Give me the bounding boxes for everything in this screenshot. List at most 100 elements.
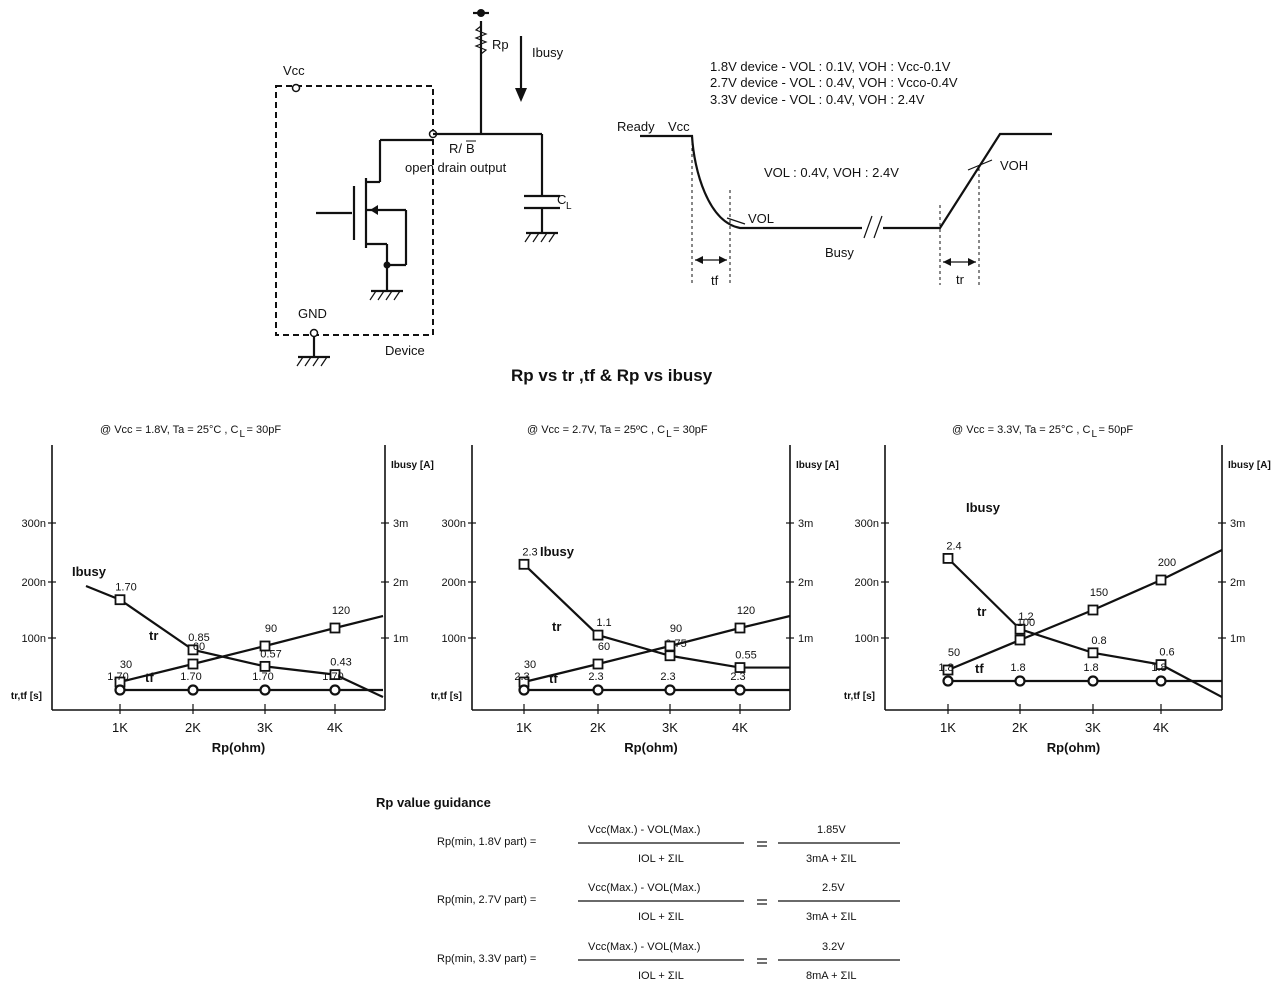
guidance-row-1-8v: Rp(min, 1.8V part) = Vcc(Max.) - VOL(Max… <box>437 824 900 865</box>
data-label: 1.70 <box>107 671 128 683</box>
x-tick-label: 4K <box>1153 720 1169 735</box>
data-label: 2.3 <box>514 671 529 683</box>
right-axis-label: Ibusy [A] <box>796 460 839 471</box>
data-label: 30 <box>524 659 536 671</box>
chart-title-text: @ Vcc = 3.3V, Ta = 25°C , C <box>952 424 1091 436</box>
data-label: 1.70 <box>180 671 201 683</box>
left-axis-label: tr,tf [s] <box>11 691 42 702</box>
data-label: 2.3 <box>588 671 603 683</box>
guidance-label: Rp(min, 3.3V part) = <box>437 953 536 965</box>
guidance-row-3-3v: Rp(min, 3.3V part) = Vcc(Max.) - VOL(Max… <box>437 941 900 982</box>
data-point <box>187 658 199 670</box>
series-name-label: Ibusy <box>540 544 575 559</box>
x-tick-label: 1K <box>516 720 532 735</box>
waveform-vcc-label: Vcc <box>668 119 690 134</box>
x-tick-label: 3K <box>257 720 273 735</box>
series-ibusy: 2.4 1.2 0.8 0.6 Ibusy <box>942 500 1223 699</box>
right-tick-label: 3m <box>798 518 813 530</box>
data-point <box>114 684 126 696</box>
data-point <box>592 658 604 670</box>
left-tick-label: 100n <box>442 633 466 645</box>
data-point <box>734 662 746 673</box>
level-line-1: 1.8V device - VOL : 0.1V, VOH : Vcc-0.1V <box>710 59 951 74</box>
data-point <box>734 684 746 696</box>
level-line-2: 2.7V device - VOL : 0.4V, VOH : Vcco-0.4… <box>710 75 958 90</box>
x-axis-label: Rp(ohm) <box>624 740 677 755</box>
right-tick-label: 2m <box>393 577 408 589</box>
x-axis-label: Rp(ohm) <box>212 740 265 755</box>
data-point <box>187 684 199 696</box>
gnd-label: GND <box>298 306 327 321</box>
data-label: 0.8 <box>1091 635 1106 647</box>
rb-label-bar: B <box>466 141 475 156</box>
data-label: 150 <box>1090 587 1108 599</box>
guidance-row-2-7v: Rp(min, 2.7V part) = Vcc(Max.) - VOL(Max… <box>437 882 900 923</box>
x-tick-label: 2K <box>590 720 606 735</box>
series-name-label: Ibusy <box>72 564 107 579</box>
series-line <box>947 557 1223 699</box>
x-axis-label: Rp(ohm) <box>1047 740 1100 755</box>
left-axis-label: tr,tf [s] <box>431 691 462 702</box>
rb-timing-waveform: 1.8V device - VOL : 0.1V, VOH : Vcc-0.1V… <box>617 59 1052 288</box>
data-label: 2.3 <box>522 546 537 558</box>
waveform-trace <box>640 132 1052 230</box>
data-point <box>1014 623 1026 635</box>
left-tick-label: 300n <box>22 518 46 530</box>
data-label: 1.2 <box>1018 611 1033 623</box>
x-tick-label: 4K <box>732 720 748 735</box>
load-capacitor <box>524 194 560 243</box>
x-tick-label: 4K <box>327 720 343 735</box>
chart-title-subscript: L <box>666 429 672 440</box>
data-label: 0.6 <box>1159 647 1174 659</box>
cl-subscript: L <box>566 201 572 212</box>
guidance-label: Rp(min, 1.8V part) = <box>437 836 536 848</box>
chart-title-tail: = 30pF <box>246 424 281 436</box>
data-point <box>259 684 271 696</box>
series-line <box>85 584 384 699</box>
data-label: 1.70 <box>252 671 273 683</box>
guidance-title: Rp value guidance <box>376 795 491 810</box>
data-label: 0.43 <box>330 657 351 669</box>
right-tick-label: 1m <box>1230 633 1245 645</box>
tr-label: tr <box>956 272 965 287</box>
data-point <box>1155 675 1167 687</box>
left-tick-label: 200n <box>22 577 46 589</box>
data-label: 1.70 <box>322 671 343 683</box>
data-label: 1.1 <box>596 617 611 629</box>
data-point <box>259 640 271 652</box>
left-tick-label: 200n <box>442 577 466 589</box>
data-label: 50 <box>948 647 960 659</box>
left-tick-label: 300n <box>855 518 879 530</box>
guidance-value-denominator: 8mA + ΣIL <box>806 970 857 982</box>
series-tf: 1.70 1.70 1.70 1.70 tf <box>107 670 383 696</box>
series-line <box>947 549 1223 672</box>
pull-up-resistor <box>474 25 488 55</box>
data-label: 2.4 <box>946 540 961 552</box>
series-tr: 30 60 90 120 tr <box>518 605 791 688</box>
data-label: 60 <box>598 641 610 653</box>
left-axis-label: tr,tf [s] <box>844 691 875 702</box>
x-tick-label: 1K <box>940 720 956 735</box>
vcc-pin <box>291 83 301 93</box>
data-label: 30 <box>120 659 132 671</box>
ground-symbol-inner <box>369 289 403 301</box>
data-label: 1.8 <box>1083 662 1098 674</box>
data-label: 0.85 <box>188 632 209 644</box>
data-label: 2.3 <box>660 671 675 683</box>
guidance-value: 3.2V <box>822 941 845 953</box>
section-title: Rp vs tr ,tf & Rp vs ibusy <box>511 366 713 385</box>
series-name-label: tf <box>975 661 984 676</box>
vcc-label: Vcc <box>283 63 305 78</box>
series-tf: 2.3 2.3 2.3 2.3 tf <box>514 671 790 696</box>
data-point <box>942 553 954 564</box>
chart-title-text: @ Vcc = 2.7V, Ta = 25ºC , C <box>527 424 665 436</box>
data-label: 1.8 <box>938 662 953 674</box>
left-tick-label: 200n <box>855 577 879 589</box>
data-point <box>592 629 604 641</box>
level-line-3: 3.3V device - VOL : 0.4V, VOH : 2.4V <box>710 92 925 107</box>
right-tick-label: 2m <box>1230 577 1245 589</box>
guidance-label: Rp(min, 2.7V part) = <box>437 894 536 906</box>
